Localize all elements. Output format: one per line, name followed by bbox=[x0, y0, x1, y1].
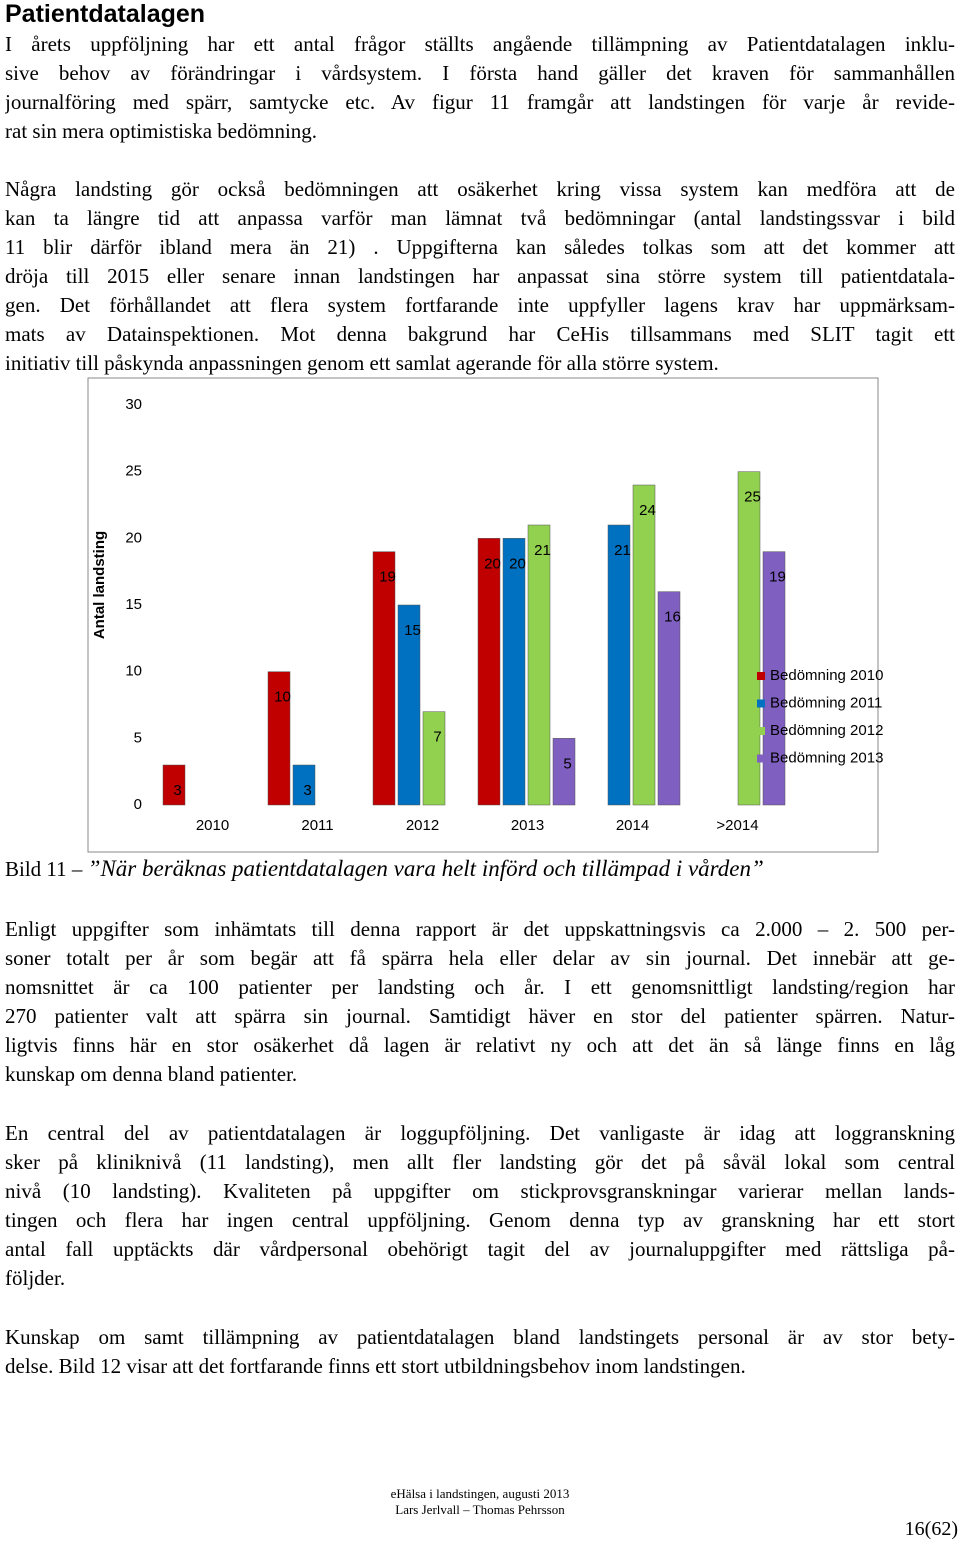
text-line: dröja till 2015 eller senare innan lands… bbox=[5, 264, 955, 288]
y-tick-label: 25 bbox=[125, 463, 142, 480]
data-label: 15 bbox=[404, 622, 421, 639]
text-line: I årets uppföljning har ett antal frågor… bbox=[5, 32, 955, 56]
legend-swatch bbox=[757, 727, 765, 735]
data-label: 24 bbox=[639, 502, 656, 519]
x-tick-label: >2014 bbox=[716, 817, 758, 834]
x-tick-label: 2014 bbox=[616, 817, 649, 834]
x-tick-label: 2012 bbox=[406, 817, 439, 834]
data-label: 19 bbox=[379, 569, 396, 586]
legend-label: Bedömning 2013 bbox=[770, 749, 883, 766]
y-tick-label: 30 bbox=[125, 396, 142, 413]
y-tick-label: 10 bbox=[125, 663, 142, 680]
text-line: 270 patienter valt att spärra sin journa… bbox=[5, 1004, 955, 1028]
bar bbox=[737, 471, 761, 806]
data-label: 21 bbox=[534, 542, 551, 559]
text-line: följder. bbox=[5, 1266, 66, 1290]
footer-line: eHälsa i landstingen, augusti 2013 bbox=[390, 1486, 570, 1501]
data-label: 20 bbox=[484, 555, 501, 572]
text-line: kunskap om denna bland patienter. bbox=[5, 1062, 298, 1086]
data-label: 3 bbox=[173, 782, 181, 799]
y-axis-label: Antal landsting bbox=[91, 531, 108, 639]
text-line: nivå (10 landsting). Kvaliteten på uppgi… bbox=[5, 1179, 955, 1203]
x-tick-label: 2010 bbox=[196, 817, 229, 834]
text-line: delse. Bild 12 visar att det fortfarande… bbox=[5, 1354, 746, 1378]
bar bbox=[477, 538, 501, 806]
caption-title: ”När beräknas patientdatalagen vara helt… bbox=[87, 856, 764, 881]
text-line: Kunskap om samt tillämpning av patientda… bbox=[5, 1325, 955, 1349]
legend-swatch bbox=[757, 672, 765, 680]
text-line: mats av Datainspektionen. Mot denna bakg… bbox=[5, 322, 955, 346]
text-line: gen. Det förhållandet att flera system f… bbox=[5, 293, 955, 317]
legend-swatch bbox=[757, 699, 765, 708]
text-line: rat sin mera optimistiska bedömning. bbox=[5, 119, 318, 143]
bar bbox=[422, 711, 446, 806]
x-tick-label: 2011 bbox=[301, 817, 333, 834]
legend-swatch bbox=[757, 754, 765, 763]
text-line: En central del av patientdatalagen är lo… bbox=[5, 1121, 955, 1145]
caption: Bild 11 – ”När beräknas patientdatalagen… bbox=[5, 856, 764, 882]
legend-label: Bedömning 2012 bbox=[770, 722, 883, 739]
bar bbox=[632, 484, 656, 806]
data-label: 5 bbox=[563, 755, 571, 772]
legend-label: Bedömning 2011 bbox=[770, 694, 882, 711]
bar bbox=[552, 738, 576, 806]
bar bbox=[502, 538, 526, 806]
text-line: Enligt uppgifter som inhämtats till denn… bbox=[5, 917, 955, 941]
text-line: journalföring med spärr, samtycke etc. A… bbox=[5, 90, 955, 114]
y-tick-label: 15 bbox=[125, 596, 142, 613]
page-number: 16(62) bbox=[904, 1518, 958, 1540]
text-line: soner totalt per år som begär att få spä… bbox=[5, 946, 955, 970]
text-line: kan ta längre tid att anpassa varför man… bbox=[5, 206, 955, 230]
bar bbox=[527, 524, 551, 806]
data-label: 21 bbox=[614, 542, 631, 559]
footer-line: Lars Jerlvall – Thomas Pehrsson bbox=[395, 1502, 565, 1517]
data-label: 19 bbox=[769, 569, 786, 586]
bar bbox=[267, 671, 291, 806]
text-line: sive behov av förändringar i vårdsystem.… bbox=[5, 61, 955, 85]
text-line: initiativ till påskynda anpassningen gen… bbox=[5, 351, 719, 375]
caption-label: Bild 11 – bbox=[5, 857, 83, 881]
bar bbox=[372, 551, 396, 806]
y-tick-label: 20 bbox=[125, 529, 142, 546]
text-line: sker på kliniknivå (11 landsting), men a… bbox=[5, 1150, 955, 1174]
text-line: antal fall upptäckts där vårdpersonal ob… bbox=[5, 1237, 955, 1261]
data-label: 10 bbox=[274, 689, 291, 706]
data-label: 20 bbox=[509, 555, 526, 572]
x-tick-label: 2013 bbox=[511, 817, 544, 834]
data-label: 7 bbox=[433, 729, 441, 746]
text-line: nomsnittet är ca 100 patienter per lands… bbox=[5, 975, 955, 999]
data-label: 3 bbox=[303, 782, 311, 799]
text-line: Några landsting gör också bedömningen at… bbox=[5, 177, 955, 201]
data-label: 25 bbox=[744, 489, 761, 506]
bar bbox=[607, 524, 631, 806]
chart-frame bbox=[87, 377, 879, 853]
footer: eHälsa i landstingen, augusti 2013 Lars … bbox=[0, 1486, 960, 1518]
bar bbox=[657, 591, 681, 806]
y-tick-label: 0 bbox=[134, 796, 142, 813]
text-line: 11 blir därför ibland mera än 21) . Uppg… bbox=[5, 235, 955, 259]
text-line: tingen och flera har ingen central uppfö… bbox=[5, 1208, 955, 1232]
heading: Patientdatalagen bbox=[5, 0, 206, 28]
bar bbox=[292, 764, 316, 806]
data-label: 16 bbox=[664, 609, 681, 626]
bar bbox=[397, 604, 421, 806]
y-tick-label: 5 bbox=[134, 729, 142, 746]
bar bbox=[162, 764, 186, 806]
text-line: ligtvis finns här en stor osäkerhet då l… bbox=[5, 1033, 955, 1057]
legend-label: Bedömning 2010 bbox=[770, 667, 883, 684]
